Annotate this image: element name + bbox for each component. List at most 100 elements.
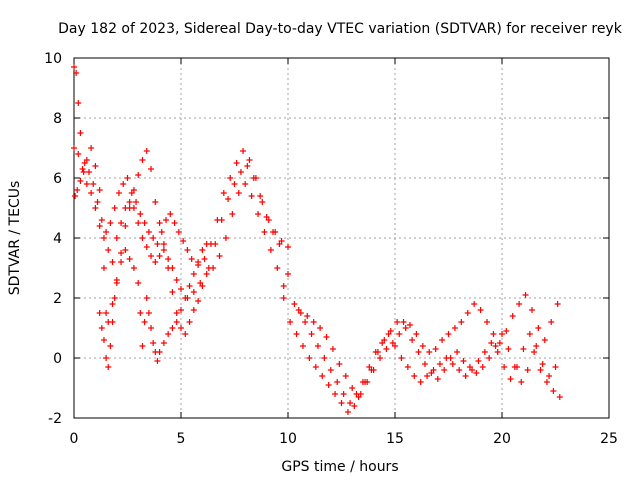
data-point	[73, 70, 80, 76]
data-point	[118, 220, 125, 226]
data-point	[201, 256, 208, 262]
y-axis-label: SDTVAR / TECUs	[7, 181, 23, 296]
data-point	[120, 181, 127, 187]
data-point	[454, 349, 461, 355]
data-point	[235, 190, 242, 196]
data-point	[259, 199, 266, 205]
series-trace-2	[71, 145, 287, 301]
data-point	[218, 217, 225, 223]
data-point	[537, 367, 544, 373]
data-point	[105, 364, 112, 370]
data-point	[150, 340, 157, 346]
data-point	[203, 241, 210, 247]
data-point	[417, 379, 424, 385]
data-series	[71, 64, 563, 415]
data-point	[103, 310, 110, 316]
data-point	[111, 205, 118, 211]
x-tick-label: 10	[279, 431, 297, 447]
data-point	[124, 175, 131, 181]
data-point	[171, 220, 178, 226]
data-point	[222, 235, 229, 241]
data-point	[434, 376, 441, 382]
data-point	[310, 319, 317, 325]
data-point	[291, 301, 298, 307]
data-point	[180, 238, 187, 244]
series-trace-4	[96, 241, 210, 370]
data-point	[92, 205, 99, 211]
data-point	[139, 235, 146, 241]
data-point	[96, 223, 103, 229]
data-point	[150, 235, 157, 241]
data-point	[103, 229, 110, 235]
data-point	[156, 253, 163, 259]
data-point	[338, 400, 345, 406]
data-point	[90, 181, 97, 187]
data-point	[516, 301, 523, 307]
data-point	[169, 325, 176, 331]
data-point	[130, 187, 137, 193]
data-point	[556, 394, 563, 400]
data-point	[141, 319, 148, 325]
data-point	[113, 235, 120, 241]
data-point	[190, 271, 197, 277]
data-point	[340, 391, 347, 397]
data-point	[308, 331, 315, 337]
data-point	[126, 256, 133, 262]
data-point	[156, 220, 163, 226]
data-point	[80, 169, 87, 175]
data-point	[107, 220, 114, 226]
data-point	[492, 343, 499, 349]
data-point	[351, 403, 358, 409]
data-point	[302, 319, 309, 325]
data-point	[248, 193, 255, 199]
data-point	[430, 367, 437, 373]
data-point	[109, 319, 116, 325]
data-point	[406, 322, 413, 328]
data-point	[79, 166, 86, 172]
data-point	[349, 385, 356, 391]
data-point	[88, 190, 95, 196]
data-point	[165, 265, 172, 271]
data-point	[299, 343, 306, 349]
data-point	[323, 334, 330, 340]
data-point	[526, 331, 533, 337]
data-point	[304, 313, 311, 319]
data-point	[451, 325, 458, 331]
data-point	[385, 331, 392, 337]
data-point	[503, 328, 510, 334]
data-point	[494, 349, 501, 355]
data-point	[255, 211, 262, 217]
y-tick-label: 2	[53, 291, 62, 307]
data-point	[186, 319, 193, 325]
data-point	[216, 253, 223, 259]
data-point	[486, 355, 493, 361]
data-point	[353, 391, 360, 397]
data-point	[411, 373, 418, 379]
data-point	[137, 211, 144, 217]
data-point	[154, 358, 161, 364]
data-point	[163, 217, 170, 223]
data-point	[398, 355, 405, 361]
data-point	[496, 340, 503, 346]
data-point	[520, 346, 527, 352]
data-point	[160, 340, 167, 346]
data-point	[321, 355, 328, 361]
series-trace-7	[295, 307, 559, 406]
data-point	[75, 151, 82, 157]
data-point	[539, 361, 546, 367]
data-point	[413, 331, 420, 337]
data-point	[312, 364, 319, 370]
x-tick-label: 20	[493, 431, 511, 447]
data-point	[85, 169, 92, 175]
data-point	[458, 319, 465, 325]
data-point	[548, 319, 555, 325]
data-point	[270, 229, 277, 235]
data-point	[220, 190, 227, 196]
data-point	[285, 271, 291, 277]
data-point	[115, 190, 122, 196]
data-point	[464, 310, 471, 316]
data-point	[415, 349, 422, 355]
data-point	[227, 175, 234, 181]
data-point	[490, 331, 497, 337]
data-point	[285, 244, 291, 250]
